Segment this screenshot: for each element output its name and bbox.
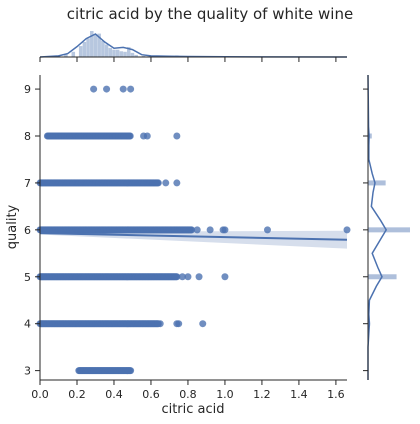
data-point — [199, 320, 207, 328]
x-tick-label: 1.4 — [290, 388, 308, 401]
top-histogram-bar — [127, 47, 131, 57]
y-tick-label: 9 — [24, 83, 31, 96]
data-point — [221, 226, 229, 234]
x-tick-label: 0.2 — [68, 388, 86, 401]
top-histogram-bar — [112, 49, 116, 57]
x-tick-label: 1.2 — [253, 388, 271, 401]
right-histogram-bar — [368, 227, 410, 233]
right-kde-curve — [367, 74, 388, 380]
x-tick-label: 0.4 — [105, 388, 123, 401]
y-tick-label: 3 — [24, 365, 31, 378]
data-point — [143, 132, 151, 140]
top-histogram-bar — [119, 51, 124, 57]
y-tick-label: 4 — [24, 318, 31, 331]
data-point — [126, 132, 134, 140]
marginal-axis-ticks — [39, 57, 368, 372]
top-histogram-bar — [123, 51, 127, 57]
x-axis-label: citric acid — [161, 402, 224, 417]
y-axis-ticks: 3 4 5 6 7 8 9 — [24, 83, 40, 378]
data-point — [178, 273, 186, 281]
top-histogram-bar — [97, 33, 101, 57]
data-point — [127, 85, 135, 93]
data-point — [173, 132, 181, 140]
data-point — [206, 226, 214, 234]
top-histogram-bar — [64, 54, 68, 57]
top-histogram-bar — [93, 34, 98, 57]
data-point — [154, 179, 162, 187]
data-point — [195, 273, 203, 281]
y-tick-label: 5 — [24, 271, 31, 284]
data-point — [173, 179, 181, 187]
right-histogram-bar — [368, 180, 386, 186]
top-histogram-bar — [134, 54, 138, 57]
x-tick-label: 0.8 — [179, 388, 197, 401]
top-histogram-bar — [78, 46, 83, 57]
data-point — [173, 273, 181, 281]
top-histogram-bar — [90, 31, 94, 57]
y-tick-label: 6 — [24, 224, 31, 237]
y-tick-label: 8 — [24, 130, 31, 143]
x-tick-label: 1.6 — [327, 388, 345, 401]
top-histogram-bar — [82, 41, 87, 57]
y-tick-label: 7 — [24, 177, 31, 190]
top-marginal-distribution — [39, 31, 348, 58]
data-point — [184, 273, 192, 281]
data-point — [175, 320, 183, 328]
data-point — [162, 179, 170, 187]
top-histogram-bar — [86, 38, 90, 57]
top-histogram-bar — [141, 55, 146, 57]
data-point — [90, 85, 98, 93]
data-point — [193, 226, 201, 234]
x-tick-label: 1.0 — [216, 388, 234, 401]
data-point — [263, 226, 271, 234]
right-marginal-distribution — [367, 74, 410, 380]
data-point — [119, 85, 127, 93]
x-tick-label: 0.0 — [31, 388, 49, 401]
top-histogram-bar — [101, 40, 105, 57]
data-point — [156, 320, 164, 328]
right-histogram-bar — [368, 133, 372, 139]
y-axis-label: quality — [5, 204, 20, 249]
regression-line — [39, 232, 348, 241]
chart-title: citric acid by the quality of white wine — [67, 5, 353, 23]
data-point — [127, 367, 135, 375]
data-point — [188, 226, 196, 234]
top-histogram-bar — [108, 47, 113, 57]
x-axis-ticks: 0.0 0.2 0.4 0.6 0.8 1.0 1.2 1.4 1.6 — [31, 380, 345, 401]
top-histogram-bar — [130, 52, 135, 57]
scatter-points — [36, 85, 351, 375]
top-kde-curve — [39, 33, 348, 58]
data-point — [343, 226, 351, 234]
data-point — [103, 85, 111, 93]
regression-line-group — [39, 232, 348, 241]
data-point — [221, 273, 229, 281]
top-histogram-bar — [104, 44, 109, 57]
top-histogram-bar — [115, 49, 120, 57]
top-histogram-bar — [71, 51, 76, 57]
x-tick-label: 0.6 — [142, 388, 160, 401]
